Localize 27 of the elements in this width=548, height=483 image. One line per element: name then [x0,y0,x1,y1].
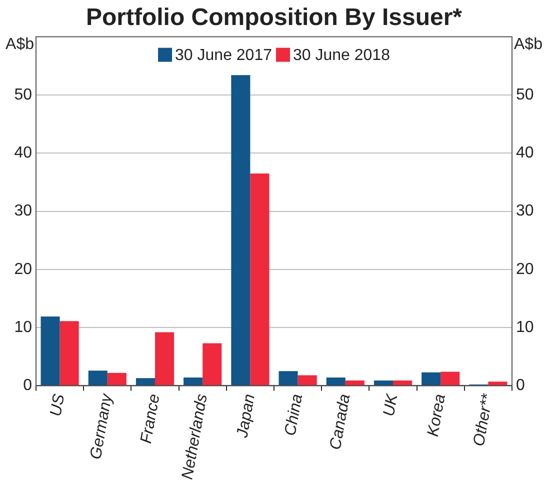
y-tick-label: 30 [14,202,32,220]
x-tick-label: Canada [327,392,354,452]
y-tick-label: 10 [14,318,32,336]
y2-tick-label: 50 [516,86,534,104]
y2-axis-title: A$b [514,36,543,54]
y2-tick-label: 30 [516,202,534,220]
y2-tick-label: 20 [516,260,534,278]
legend-label: 30 June 2017 [175,47,272,64]
x-tick-label: Netherlands [179,392,211,481]
x-tick-label: UK [380,392,402,418]
y-tick-label: 20 [14,260,32,278]
x-tick-label: China [282,392,306,438]
y2-tick-label: 10 [516,318,534,336]
legend-label: 30 June 2018 [293,47,390,64]
x-tick-label: Japan [234,392,259,440]
x-tick-label: Germany [88,392,116,461]
x-tick-label: Korea [424,392,449,438]
y-tick-label: 50 [14,86,32,104]
chart-title: Portfolio Composition By Issuer* [86,4,463,32]
y-tick-label: 40 [14,144,32,162]
y2-tick-label: 40 [516,144,534,162]
y2-tick-label: 0 [516,377,525,394]
x-tick-label: US [48,392,68,418]
y-axis-title: A$b [6,36,34,54]
x-tick-label: France [138,392,164,445]
y-tick-label: 0 [23,377,32,394]
x-tick-label: Other** [470,392,497,448]
